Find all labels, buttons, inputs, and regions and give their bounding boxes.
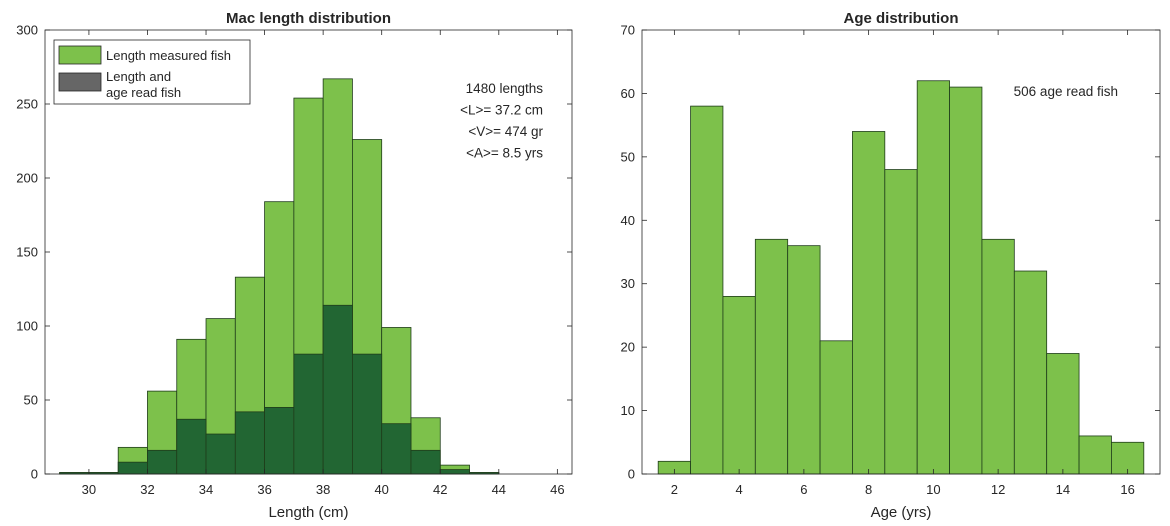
histogram-bar-primary [949, 86, 983, 475]
y-tick-label: 0 [31, 467, 38, 482]
histogram-bar-primary [754, 238, 789, 475]
histogram-bar-primary [1046, 353, 1080, 475]
histogram-bar-primary [1078, 435, 1112, 475]
histogram-bar-primary [852, 131, 886, 475]
x-tick-label: 6 [800, 482, 807, 497]
y-tick-label: 150 [16, 245, 38, 260]
x-tick-label: 46 [550, 482, 564, 497]
annotation-text: <V>= 474 gr [468, 124, 543, 139]
histogram-bar-secondary [410, 449, 441, 475]
histogram-bar-secondary [381, 423, 412, 475]
histogram-bar-primary [916, 80, 950, 475]
annotation-text: 506 age read fish [1014, 84, 1118, 99]
annotation-text: 1480 lengths [466, 81, 544, 96]
y-tick-label: 0 [628, 467, 635, 482]
x-tick-label: 40 [374, 482, 388, 497]
legend-swatch [58, 45, 102, 65]
histogram-bar-secondary [352, 353, 383, 475]
x-tick-label: 4 [736, 482, 743, 497]
histogram-bar-primary [819, 340, 853, 475]
y-tick-label: 250 [16, 97, 38, 112]
axes-box [641, 29, 1161, 475]
y-tick-label: 100 [16, 319, 38, 334]
annotation-text: <A>= 8.5 yrs [466, 146, 543, 161]
histogram-bar-secondary [293, 353, 324, 475]
y-tick-label: 40 [621, 213, 635, 228]
legend-label: Length measured fish [106, 48, 231, 63]
histogram-bar-secondary [147, 449, 178, 475]
y-tick-label: 50 [621, 149, 635, 164]
length-distribution-panel: 30 32 34 36 38 40 42 44 46 0 50 100 150 200 250 300 Mac … [16, 10, 573, 521]
x-tick-label: 30 [82, 482, 96, 497]
histogram-bar-primary [1111, 441, 1145, 475]
y-tick-label: 200 [16, 171, 38, 186]
histogram-bar-primary [981, 238, 1015, 475]
histogram-bar-secondary [205, 433, 236, 475]
age-distribution-panel: 2 4 6 8 10 12 14 16 0 10 20 30 40 50 60 70 Age distribut… [621, 10, 1161, 521]
x-tick-label: 8 [865, 482, 872, 497]
x-tick-label: 2 [671, 482, 678, 497]
histogram-bar-primary [722, 295, 756, 475]
annotation-text: <L>= 37.2 cm [460, 103, 543, 118]
legend-label: age read fish [106, 85, 181, 100]
x-tick-label: 10 [926, 482, 940, 497]
x-tick-label: 12 [991, 482, 1005, 497]
y-tick-label: 300 [16, 23, 38, 38]
x-tick-label: 34 [199, 482, 213, 497]
histogram-bar-primary [1013, 270, 1048, 475]
histogram-bar-secondary [176, 418, 207, 475]
histogram-bar-secondary [322, 304, 353, 475]
x-tick-label: 36 [257, 482, 271, 497]
x-tick-label: 14 [1056, 482, 1070, 497]
chart-title: Age distribution [844, 10, 959, 27]
y-tick-label: 10 [621, 403, 635, 418]
x-tick-label: 38 [316, 482, 330, 497]
y-tick-label: 60 [621, 86, 635, 101]
legend-label: Length and [106, 69, 171, 84]
histogram-bar-secondary [439, 469, 470, 475]
x-axis-label: Length (cm) [268, 504, 348, 521]
histogram-bar-secondary [117, 461, 148, 475]
legend-swatch [58, 72, 102, 92]
x-tick-label: 16 [1120, 482, 1134, 497]
x-axis-label: Age (yrs) [871, 504, 932, 521]
histogram-bar-secondary [234, 411, 265, 475]
x-tick-label: 32 [140, 482, 154, 497]
x-tick-label: 44 [492, 482, 506, 497]
x-tick-label: 42 [433, 482, 447, 497]
histogram-bar-secondary [264, 406, 295, 475]
y-tick-label: 50 [24, 393, 38, 408]
y-tick-label: 20 [621, 340, 635, 355]
histogram-bar-primary [884, 169, 918, 475]
y-tick-label: 70 [621, 23, 635, 38]
histogram-bar-primary [787, 245, 821, 475]
histogram-bar-primary [690, 105, 724, 475]
chart-title: Mac length distribution [226, 10, 391, 27]
y-tick-label: 30 [621, 276, 635, 291]
